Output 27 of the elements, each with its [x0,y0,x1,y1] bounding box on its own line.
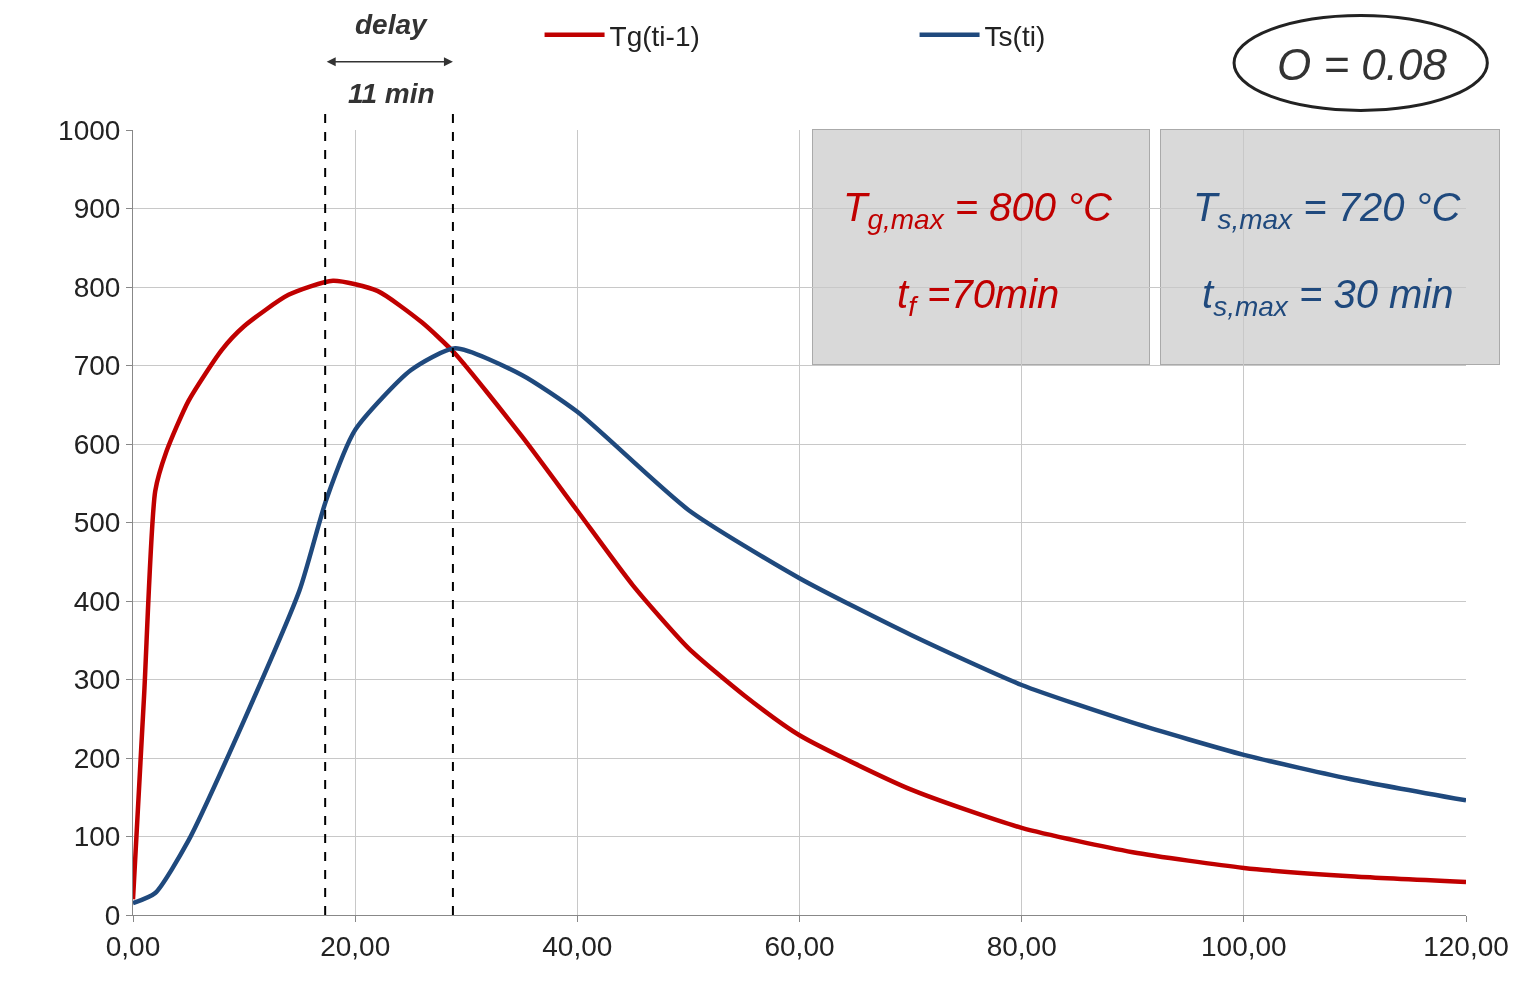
y-tick-label: 0 [104,899,121,931]
y-tick-label: 500 [73,507,121,539]
y-tick-label: 900 [73,193,121,225]
x-tick-label: 120,00 [1423,930,1509,962]
annotation: T$_{g,max}$ = 800 °C [843,185,1114,236]
y-tick-label: 1000 [58,114,121,146]
text: delay [355,9,429,40]
y-tick-label: 400 [73,585,121,617]
y-tick-label: 600 [73,428,121,460]
y-tick-label: 100 [73,821,121,853]
annotation: t$_{s,max}$ = 30 min [1202,272,1454,323]
x-tick-label: 0,00 [105,930,161,962]
x-tick-label: 80,00 [986,930,1057,962]
y-tick-label: 800 [73,271,121,303]
y-tick-label: 300 [73,664,121,696]
y-tick-label: 700 [73,350,121,382]
x-tick-label: 60,00 [764,930,835,962]
x-tick-label: 20,00 [320,930,391,962]
legend-label: Tg(ti-1) [609,20,700,52]
text: O = 0.08 [1277,40,1448,89]
text: 11 min [348,78,435,109]
legend-label: Ts(ti) [984,20,1046,52]
x-tick-label: 100,00 [1201,930,1287,962]
x-tick-label: 40,00 [542,930,613,962]
y-tick-label: 200 [73,742,121,774]
annotation: t$_{f}$ =70min [897,272,1060,323]
annotation: T$_{s,max}$ = 720 °C [1193,185,1462,236]
